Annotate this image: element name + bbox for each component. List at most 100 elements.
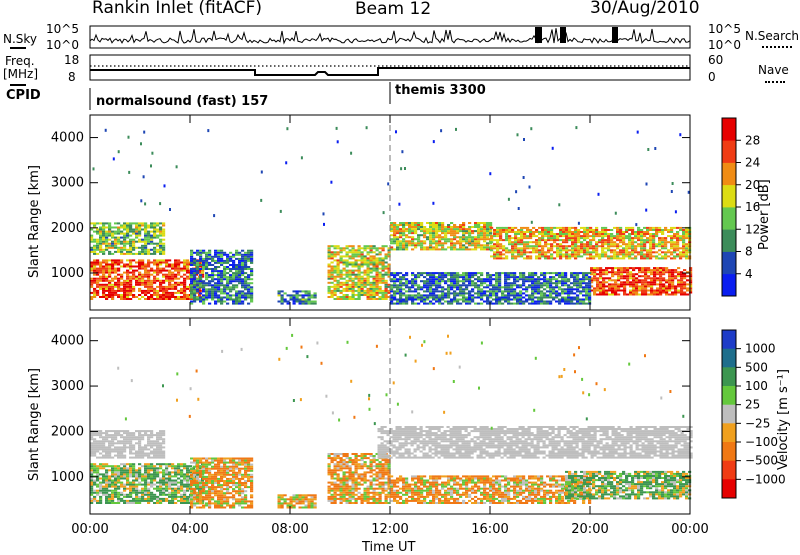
data-cell: [628, 229, 631, 231]
data-cell: [138, 227, 141, 229]
data-cell: [656, 290, 659, 292]
data-cell: [468, 230, 471, 232]
data-cell: [196, 262, 199, 264]
data-cell: [99, 492, 102, 494]
data-cell: [679, 253, 682, 255]
data-cell: [664, 241, 667, 243]
data-cell: [190, 268, 193, 270]
data-cell: [180, 465, 183, 467]
data-cell: [183, 486, 186, 488]
data-cell: [468, 294, 471, 296]
scatter-point: [654, 147, 656, 150]
data-cell: [147, 502, 150, 504]
data-cell: [399, 276, 402, 278]
data-cell: [220, 284, 223, 286]
data-cell: [159, 229, 162, 231]
data-cell: [565, 257, 568, 259]
data-cell: [638, 294, 641, 296]
data-cell: [385, 284, 388, 286]
data-cell: [644, 294, 647, 296]
data-cell: [507, 301, 510, 303]
data-cell: [616, 239, 619, 241]
data-cell: [165, 471, 168, 473]
data-cell: [570, 292, 573, 294]
data-cell: [516, 294, 519, 296]
data-cell: [441, 297, 444, 299]
data-cell: [549, 278, 552, 280]
data-cell: [574, 257, 577, 259]
data-cell: [611, 273, 614, 275]
data-cell: [619, 245, 622, 247]
data-cell: [367, 266, 370, 268]
data-cell: [617, 285, 620, 287]
data-cell: [93, 448, 96, 450]
data-cell: [619, 253, 622, 255]
data-cell: [576, 299, 579, 301]
data-cell: [674, 277, 677, 279]
data-cell: [102, 274, 105, 276]
data-cell: [174, 286, 177, 288]
data-cell: [343, 290, 346, 292]
data-cell: [632, 269, 635, 271]
data-cell: [505, 229, 508, 231]
data-cell: [328, 274, 331, 276]
data-cell: [208, 264, 211, 266]
data-cell: [459, 248, 462, 250]
data-cell: [607, 239, 610, 241]
data-cell: [483, 301, 486, 303]
data-cell: [676, 253, 679, 255]
data-cell: [186, 469, 189, 471]
data-cell: [635, 285, 638, 287]
data-cell: [549, 286, 552, 288]
data-cell: [159, 502, 162, 504]
data-cell: [232, 288, 235, 290]
data-cell: [641, 275, 644, 277]
data-cell: [238, 299, 241, 301]
data-cell: [129, 292, 132, 294]
data-cell: [685, 243, 688, 245]
data-cell: [543, 272, 546, 274]
data-cell: [96, 282, 99, 284]
data-cell: [229, 278, 232, 280]
cpid-panel: [90, 82, 390, 110]
data-cell: [495, 294, 498, 296]
data-cell: [393, 303, 396, 305]
data-cell: [165, 463, 168, 465]
data-cell: [220, 299, 223, 301]
data-cell: [689, 279, 692, 281]
data-cell: [585, 274, 588, 276]
data-cell: [129, 243, 132, 245]
data-cell: [337, 296, 340, 298]
data-cell: [144, 231, 147, 233]
data-cell: [420, 234, 423, 236]
data-cell: [226, 280, 229, 282]
data-cell: [105, 471, 108, 473]
data-cell: [453, 299, 456, 301]
data-cell: [96, 290, 99, 292]
data-cell: [456, 301, 459, 303]
data-cell: [93, 434, 96, 436]
data-cell: [462, 278, 465, 280]
data-cell: [177, 496, 180, 498]
data-cell: [120, 486, 123, 488]
data-cell: [646, 237, 649, 239]
data-cell: [659, 287, 662, 289]
data-cell: [570, 276, 573, 278]
data-cell: [138, 467, 141, 469]
data-cell: [99, 490, 102, 492]
data-cell: [343, 278, 346, 280]
data-cell: [423, 236, 426, 238]
data-cell: [673, 249, 676, 251]
data-cell: [438, 286, 441, 288]
data-cell: [520, 251, 523, 253]
data-cell: [111, 492, 114, 494]
data-cell: [355, 262, 358, 264]
data-cell: [105, 227, 108, 229]
data-cell: [640, 231, 643, 233]
data-cell: [402, 274, 405, 276]
data-cell: [610, 249, 613, 251]
scatter-point: [383, 211, 385, 214]
data-cell: [223, 301, 226, 303]
data-cell: [447, 286, 450, 288]
data-cell: [586, 251, 589, 253]
